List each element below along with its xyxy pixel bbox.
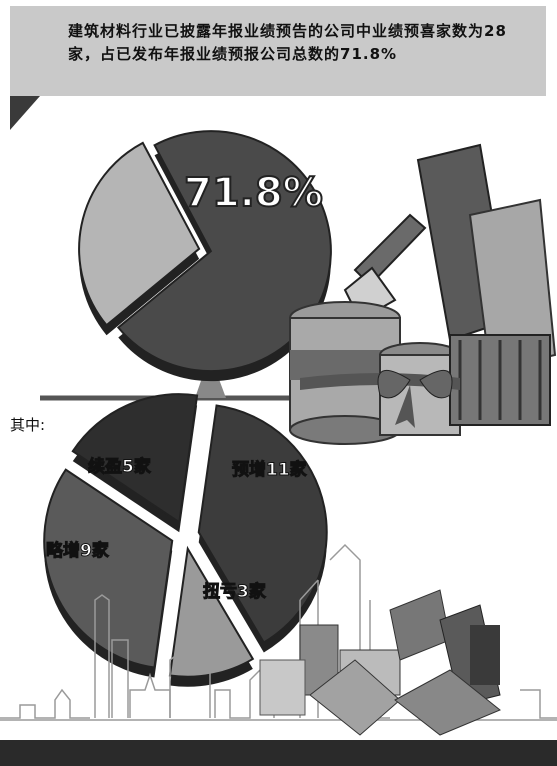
bottom-bar bbox=[0, 740, 557, 766]
pie-slice-2 bbox=[43, 468, 174, 669]
pie-slice-0 bbox=[116, 130, 332, 373]
slice-label-xuying: 续盈5家 bbox=[88, 457, 152, 478]
main-pie-percent-label: 71.8% bbox=[183, 169, 324, 217]
header-text: 建筑材料行业已披露年报业绩预告的公司中业绩预喜家数为28家，占已发布年报业绩预报… bbox=[68, 22, 507, 63]
materials-pile-illustration bbox=[259, 589, 501, 736]
building-materials-illustration bbox=[289, 143, 557, 445]
slice-label-yuzeng: 预增11家 bbox=[232, 460, 308, 481]
pie-slice-0 bbox=[197, 404, 328, 644]
pie-slice-1 bbox=[78, 141, 201, 327]
slice-label-niukui: 扭亏3家 bbox=[203, 582, 267, 603]
slice-label-lvezeng: 略增9家 bbox=[46, 541, 110, 562]
breakdown-intro: 其中: bbox=[10, 416, 46, 434]
wood-plank-light-icon bbox=[468, 198, 557, 372]
pie-slice-3 bbox=[71, 393, 199, 524]
header-callout: 建筑材料行业已披露年报业绩预告的公司中业绩预喜家数为28家，占已发布年报业绩预报… bbox=[10, 6, 546, 96]
callout-tail bbox=[10, 96, 40, 130]
main-pie bbox=[78, 130, 332, 382]
breakdown-pie bbox=[43, 393, 328, 687]
